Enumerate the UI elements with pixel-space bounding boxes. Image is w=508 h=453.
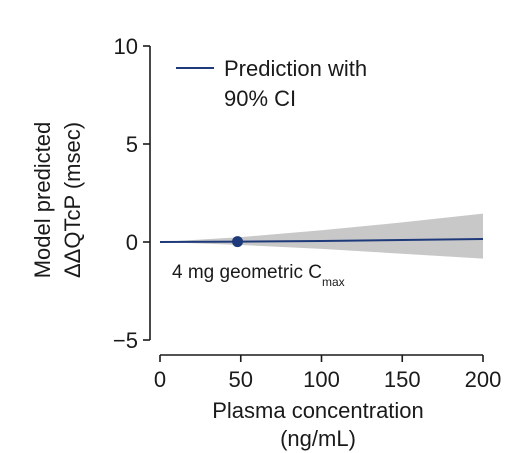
ci-band-0 xyxy=(160,213,483,259)
cmax-point xyxy=(232,236,244,248)
ci-band-layer xyxy=(160,213,483,259)
x-tick-label: 50 xyxy=(229,367,253,392)
x-tick-label: 0 xyxy=(154,367,166,392)
y-tick-label: 10 xyxy=(114,34,138,59)
x-tick-label: 100 xyxy=(303,367,340,392)
x-tick-label: 200 xyxy=(465,367,502,392)
y-axis-title-line2: ΔΔQTcP (msec) xyxy=(60,122,85,278)
x-tick-label: 150 xyxy=(384,367,421,392)
axis-titles: Model predicted ΔΔQTcP (msec) Plasma conce… xyxy=(30,122,424,451)
y-tick-label: 0 xyxy=(126,230,138,255)
cmax-label-subscript: max xyxy=(322,275,345,289)
x-axis-title-line1: Plasma concentration xyxy=(212,398,424,423)
series-line-0 xyxy=(159,238,484,243)
y-axis-title-line1: Model predicted xyxy=(30,122,55,279)
x-axis-title-line2: (ng/mL) xyxy=(280,426,356,451)
y-tick-label: −5 xyxy=(113,328,138,353)
y-tick-label: 5 xyxy=(126,132,138,157)
legend-label-line2: 90% CI xyxy=(224,86,296,111)
legend: Prediction with 90% CI xyxy=(176,56,367,111)
legend-label-line1: Prediction with xyxy=(224,56,367,81)
cmax-label: 4 mg geometric Cmax xyxy=(172,262,345,289)
series-layer xyxy=(159,238,484,243)
